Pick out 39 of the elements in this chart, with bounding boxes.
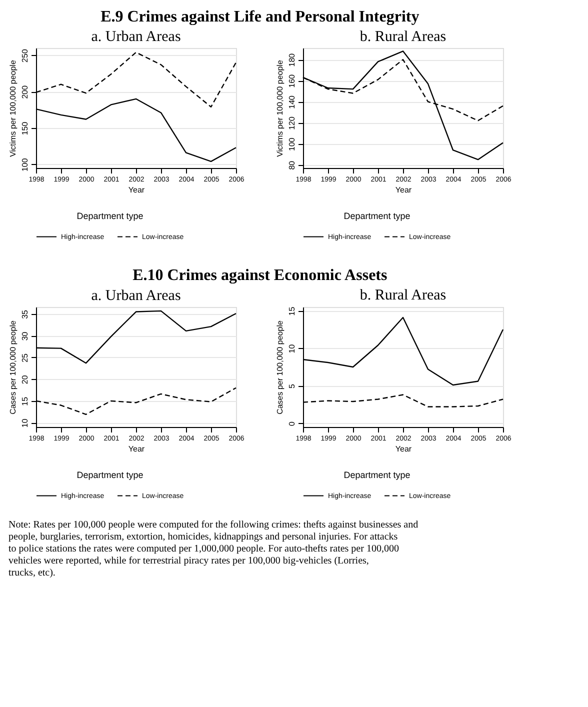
legend-title: Department type xyxy=(76,211,144,221)
y-tick-label: 10 xyxy=(288,344,296,354)
y-axis-title: Cases per 100,000 people xyxy=(8,320,18,414)
chart-title: b. Rural Areas xyxy=(360,29,446,45)
text: Note: Rates per 100,000 people were computed for the following crimes: thefts against businesses and people, burglaries, terrorism, extortion, homicides, kidnappings and personal injuries. For attacks to police stations the rates were computed per 1,000,000 people. For auto-thefts rates per 100,000 vehicles were reported, while for terrestrial piracy rates per 100,000 big-vehicles (Lorries, trucks, etc). xyxy=(8,520,418,578)
legend-title: Department type xyxy=(344,211,410,221)
x-axis-title: Year xyxy=(395,444,412,454)
y-tick-label: 150 xyxy=(20,121,30,136)
y-axis-title: Victims per 100,000 people xyxy=(8,60,18,157)
chart-title: a. Urban Areas xyxy=(91,29,181,45)
chart-title: a. Urban Areas xyxy=(91,288,181,304)
y-tick-label: 20 xyxy=(20,374,30,384)
y-tick-label: 250 xyxy=(20,48,30,62)
y-tick-label: 140 xyxy=(288,94,296,109)
y-tick-label: 5 xyxy=(288,383,296,388)
y-tick-label: 30 xyxy=(20,331,30,341)
y-tick-label: 80 xyxy=(288,160,296,170)
x-axis-title: Year xyxy=(128,186,145,194)
x-axis-title: Year xyxy=(128,444,145,454)
y-tick-label: 180 xyxy=(288,52,296,67)
y-tick-label: 0 xyxy=(288,420,296,426)
y-tick-label: 10 xyxy=(20,418,30,428)
legend-title: Department type xyxy=(76,470,144,480)
chart-title: b. Rural Areas xyxy=(360,287,446,304)
y-tick-label: 100 xyxy=(288,137,296,151)
y-tick-label: 200 xyxy=(20,84,30,99)
legend-title: Department type xyxy=(344,470,410,480)
text: E.10 Crimes against Economic Assets xyxy=(132,266,388,284)
y-tick-label: 15 xyxy=(288,306,296,316)
y-tick-label: 15 xyxy=(20,396,30,406)
text: E.9 Crimes against Life and Personal Integrity xyxy=(100,8,420,26)
y-tick-label: 100 xyxy=(20,158,30,172)
x-axis-title: Year xyxy=(395,186,412,194)
y-axis-title: Victims per 100,000 people xyxy=(276,60,284,157)
y-tick-label: 25 xyxy=(20,352,30,362)
y-tick-label: 120 xyxy=(288,116,296,130)
y-tick-label: 35 xyxy=(20,309,30,319)
y-axis-title: Cases per 100,000 people xyxy=(276,320,284,414)
y-tick-label: 160 xyxy=(288,74,296,88)
